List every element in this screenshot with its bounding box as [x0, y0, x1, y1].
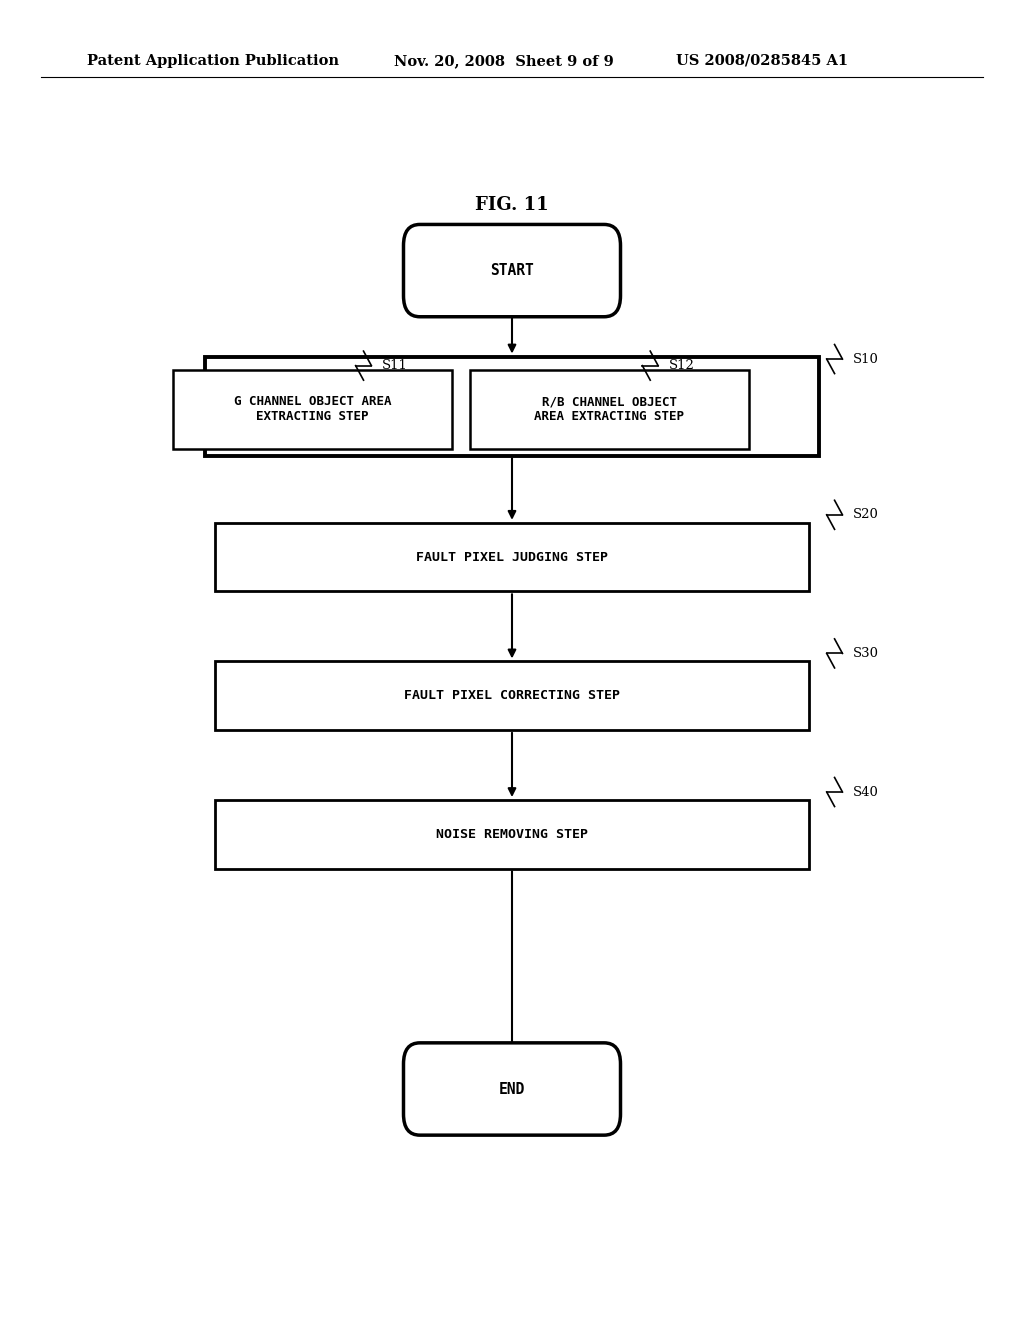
Text: S11: S11	[382, 359, 408, 372]
Text: FIG. 11: FIG. 11	[475, 195, 549, 214]
Text: Patent Application Publication: Patent Application Publication	[87, 54, 339, 67]
FancyBboxPatch shape	[403, 224, 621, 317]
Bar	[205, 358, 819, 457]
Text: R/B CHANNEL OBJECT
AREA EXTRACTING STEP: R/B CHANNEL OBJECT AREA EXTRACTING STEP	[535, 395, 684, 424]
Text: S40: S40	[853, 785, 879, 799]
Bar	[173, 370, 452, 449]
Text: END: END	[499, 1081, 525, 1097]
Text: START: START	[490, 263, 534, 279]
Text: Nov. 20, 2008  Sheet 9 of 9: Nov. 20, 2008 Sheet 9 of 9	[394, 54, 614, 67]
Bar	[215, 800, 809, 869]
Bar	[215, 661, 809, 730]
Text: S12: S12	[669, 359, 694, 372]
FancyBboxPatch shape	[403, 1043, 621, 1135]
Text: FAULT PIXEL JUDGING STEP: FAULT PIXEL JUDGING STEP	[416, 550, 608, 564]
Text: S20: S20	[853, 508, 879, 521]
Text: US 2008/0285845 A1: US 2008/0285845 A1	[676, 54, 848, 67]
Bar	[470, 370, 749, 449]
Text: NOISE REMOVING STEP: NOISE REMOVING STEP	[436, 828, 588, 841]
Text: S10: S10	[853, 352, 879, 366]
Text: G CHANNEL OBJECT AREA
EXTRACTING STEP: G CHANNEL OBJECT AREA EXTRACTING STEP	[233, 395, 391, 424]
Bar	[215, 523, 809, 591]
Text: FAULT PIXEL CORRECTING STEP: FAULT PIXEL CORRECTING STEP	[404, 689, 620, 702]
Text: S30: S30	[853, 647, 879, 660]
